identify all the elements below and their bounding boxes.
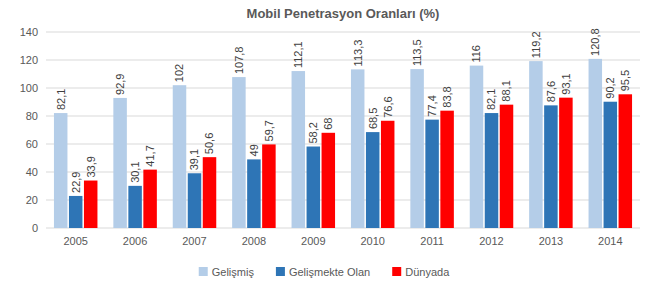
data-label: 41,7 (144, 145, 156, 166)
x-tick-label: 2012 (479, 235, 503, 247)
data-label: 83,8 (441, 86, 453, 107)
x-tick-label: 2013 (539, 235, 563, 247)
bar (619, 94, 633, 228)
data-label: 82,1 (55, 89, 67, 110)
data-label: 68,5 (367, 108, 379, 129)
data-label: 113,3 (352, 40, 364, 67)
data-label: 120,8 (589, 28, 601, 56)
x-tick-label: 2011 (420, 235, 444, 247)
data-label: 58,2 (307, 122, 319, 143)
grid-line (46, 32, 640, 33)
legend-label: Dünyada (405, 266, 450, 278)
bar (292, 71, 306, 228)
bar (262, 144, 276, 228)
bar (113, 98, 127, 228)
legend-swatch (392, 267, 401, 276)
bar (307, 147, 321, 228)
bars (54, 59, 632, 228)
data-label: 76,6 (382, 96, 394, 117)
bar (351, 69, 365, 228)
bar (128, 186, 142, 228)
bar (232, 77, 246, 228)
bar (188, 173, 202, 228)
x-tick-label: 2005 (63, 235, 87, 247)
y-tick-label: 0 (32, 222, 38, 234)
grid-line (46, 60, 640, 61)
x-tick-label: 2006 (123, 235, 147, 247)
bar (559, 98, 573, 228)
x-tick-label: 2008 (242, 235, 266, 247)
bar (322, 133, 336, 228)
bar (143, 170, 157, 228)
y-tick-label: 60 (26, 138, 38, 150)
data-label: 87,6 (545, 81, 557, 102)
x-tick-label: 2010 (360, 235, 384, 247)
legend-label: Gelişmekte Olan (289, 266, 370, 278)
y-tick-label: 120 (20, 54, 38, 66)
data-label: 30,1 (129, 161, 141, 182)
bar (410, 69, 424, 228)
title: Mobil Penetrasyon Oranları (%) (247, 6, 440, 21)
bar (440, 111, 454, 228)
data-label: 82,1 (485, 89, 497, 110)
bar (470, 66, 484, 228)
bar (84, 181, 98, 228)
x-tick-label: 2009 (301, 235, 325, 247)
data-label: 59,7 (263, 120, 275, 141)
legend-swatch (199, 267, 208, 276)
bar (425, 120, 439, 228)
bar (54, 113, 67, 228)
data-label: 92,9 (114, 74, 126, 95)
bar (500, 105, 514, 228)
data-label: 90,2 (604, 77, 616, 98)
chart: Mobil Penetrasyon Oranları (%) 0 20 40 60 80 1… (0, 0, 648, 292)
data-label: 93,1 (560, 73, 572, 94)
data-label: 68 (322, 118, 334, 130)
bar (173, 85, 187, 228)
data-label: 77,4 (426, 95, 438, 116)
data-label: 49 (248, 144, 260, 156)
data-label: 95,5 (619, 70, 631, 91)
y-tick-label: 20 (26, 194, 38, 206)
legend: Gelişmiş Gelişmekte Olan Dünyada (199, 266, 450, 278)
data-labels: 82,1 22,933,9 92,9 30,141,7 102 39,150,6 107,8… (55, 28, 632, 193)
bar (203, 157, 217, 228)
bar (529, 61, 543, 228)
bar (604, 102, 618, 228)
data-label: 88,1 (500, 80, 512, 101)
data-label: 112,1 (292, 41, 304, 68)
data-label: 119,2 (530, 31, 542, 58)
legend-swatch (276, 267, 285, 276)
bar (544, 105, 558, 228)
data-label: 33,9 (85, 156, 97, 177)
y-tick-label: 80 (26, 110, 38, 122)
bar (589, 59, 603, 228)
x-tick-label: 2007 (182, 235, 206, 247)
bar (485, 113, 499, 228)
data-label: 113,5 (411, 39, 423, 66)
data-label: 50,6 (203, 133, 215, 154)
data-label: 116 (470, 45, 482, 63)
data-label: 22,9 (70, 172, 82, 193)
y-tick-label: 100 (20, 82, 38, 94)
y-tick-label: 40 (26, 166, 38, 178)
data-label: 39,1 (188, 149, 200, 170)
bar (366, 132, 380, 228)
x-tick-label: 2014 (598, 235, 622, 247)
data-label: 102 (173, 64, 185, 82)
data-label: 107,8 (233, 47, 245, 75)
bar (381, 121, 395, 228)
legend-label: Gelişmiş (212, 266, 255, 278)
bar (69, 196, 83, 228)
bar (247, 159, 261, 228)
y-tick-label: 140 (20, 26, 38, 38)
